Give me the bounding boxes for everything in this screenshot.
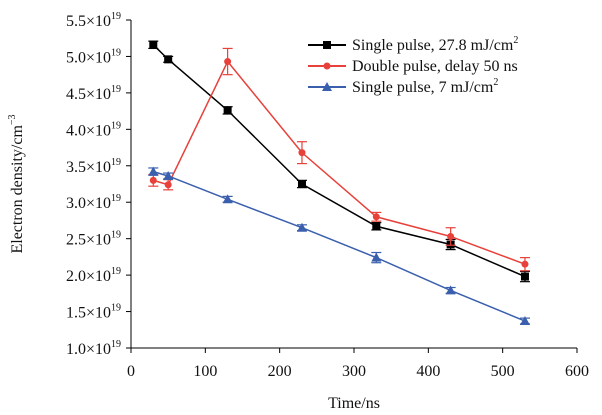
y-axis-label-main: Electron density/cm xyxy=(9,125,26,254)
axes: 0 100 200 300 400 500 600 1.0×1019 1.5×1019 2.0×1… xyxy=(66,11,589,380)
x-axis-label: Time/ns xyxy=(328,395,380,412)
data-point xyxy=(224,58,232,66)
legend-marker xyxy=(323,41,331,49)
legend-marker xyxy=(323,62,331,70)
series-2 xyxy=(148,47,530,272)
data-point xyxy=(297,180,306,188)
data-point xyxy=(163,170,174,180)
x-tick-label: 100 xyxy=(193,363,217,380)
legend-label: Single pulse, 7 mJ/cm2 xyxy=(352,77,498,96)
data-point xyxy=(149,176,157,184)
y-tick-label: 2.5×1019 xyxy=(66,230,121,249)
data-point xyxy=(519,316,530,326)
series-layer xyxy=(148,40,530,326)
legend-label: Single pulse, 27.8 mJ/cm2 xyxy=(352,35,518,54)
data-point xyxy=(520,272,529,281)
data-point xyxy=(164,55,173,64)
series-1 xyxy=(148,40,530,283)
data-point xyxy=(372,222,381,231)
y-axis-label-exponent: −3 xyxy=(7,114,18,125)
data-point xyxy=(372,213,380,221)
legend: Single pulse, 27.8 mJ/cm2 Double pulse, d… xyxy=(308,35,518,96)
series-line xyxy=(153,170,526,322)
y-tick-label: 3.5×1019 xyxy=(66,157,121,176)
x-tick-label: 500 xyxy=(491,363,515,380)
y-tick-label: 2.0×1019 xyxy=(66,266,121,285)
data-point xyxy=(447,232,455,240)
data-point xyxy=(445,285,456,295)
y-tick-label: 1.5×1019 xyxy=(66,303,121,322)
data-point xyxy=(521,260,529,268)
y-tick-label: 3.0×1019 xyxy=(66,193,121,212)
data-point xyxy=(148,166,159,176)
legend-label: Double pulse, delay 50 ns xyxy=(352,58,518,75)
data-point xyxy=(223,106,232,115)
x-tick-label: 300 xyxy=(342,363,366,380)
series-3 xyxy=(148,166,530,326)
data-point xyxy=(371,252,382,262)
legend-marker xyxy=(322,82,332,91)
data-point xyxy=(164,181,172,189)
x-tick-label: 200 xyxy=(268,363,292,380)
y-tick-label: 5.5×1019 xyxy=(66,11,121,30)
x-tick-label: 0 xyxy=(127,363,135,380)
y-axis-label: Electron density/cm−3 xyxy=(7,114,26,253)
data-point xyxy=(296,222,307,232)
y-tick-label: 1.0×1019 xyxy=(66,339,121,358)
data-point xyxy=(222,194,233,204)
data-point xyxy=(149,40,158,49)
y-tick-label: 4.0×1019 xyxy=(66,120,121,139)
data-point xyxy=(298,149,306,157)
y-tick-label: 5.0×1019 xyxy=(66,47,121,66)
x-tick-label: 600 xyxy=(565,363,589,380)
y-tick-label: 4.5×1019 xyxy=(66,84,121,103)
x-tick-label: 400 xyxy=(416,363,440,380)
